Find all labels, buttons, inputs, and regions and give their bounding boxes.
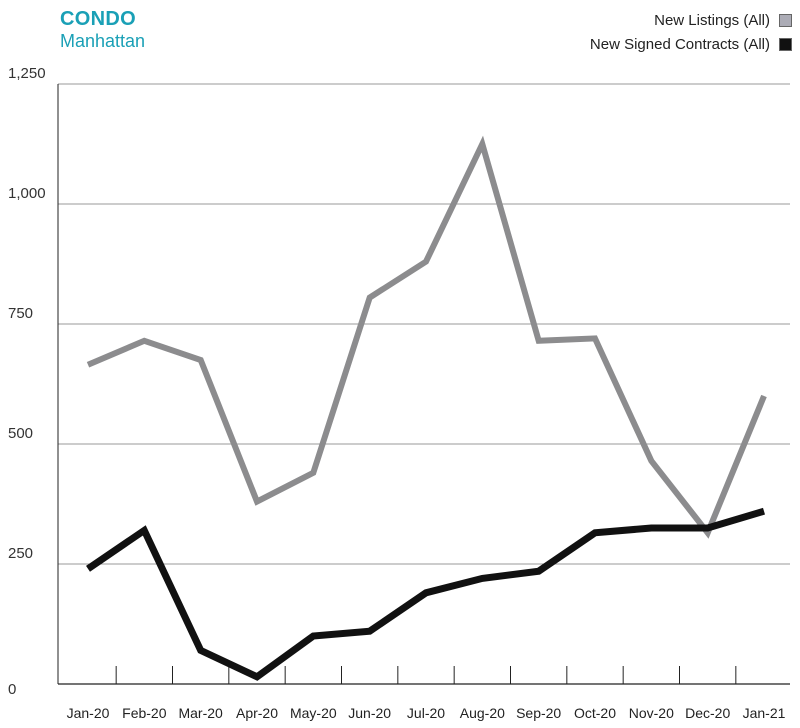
y-tick-label: 0	[8, 681, 16, 698]
x-tick-label: Sep-20	[516, 705, 561, 721]
legend-label-signed-contracts: New Signed Contracts (All)	[589, 35, 770, 53]
legend-swatch-signed-contracts	[779, 37, 792, 51]
chart-subtitle: Manhattan	[60, 31, 146, 51]
x-tick-label: Nov-20	[629, 705, 674, 721]
y-tick-label: 1,250	[8, 65, 46, 82]
legend-item-signed-contracts: New Signed Contracts (All)	[590, 32, 792, 56]
x-tick-label: Aug-20	[460, 705, 505, 721]
y-tick-label: 1,000	[8, 185, 46, 202]
legend-label-new-listings: New Listings (All)	[654, 11, 770, 29]
x-tick-label: Oct-20	[574, 705, 616, 721]
x-tick-label: Jan-20	[67, 705, 110, 721]
x-tick-label: Feb-20	[122, 705, 167, 721]
series-line-new-listings	[86, 135, 767, 539]
legend: New Listings (All) New Signed Contracts …	[590, 8, 792, 56]
x-tick-label: Jun-20	[348, 705, 391, 721]
legend-swatch-new-listings	[779, 13, 792, 27]
chart-title: CONDO	[60, 8, 136, 30]
y-tick-label: 250	[8, 545, 33, 562]
x-tick-label: May-20	[290, 705, 337, 721]
y-tick-label: 750	[8, 305, 33, 322]
series-line-signed-contracts	[86, 507, 766, 681]
legend-item-new-listings: New Listings (All)	[590, 8, 792, 32]
x-tick-label: Jan-21	[743, 705, 786, 721]
x-tick-label: Apr-20	[236, 705, 278, 721]
x-tick-label: Mar-20	[178, 705, 223, 721]
x-tick-label: Jul-20	[407, 705, 445, 721]
chart-titles: CONDO Manhattan	[60, 8, 145, 52]
x-tick-label: Dec-20	[685, 705, 730, 721]
y-tick-label: 500	[8, 425, 33, 442]
